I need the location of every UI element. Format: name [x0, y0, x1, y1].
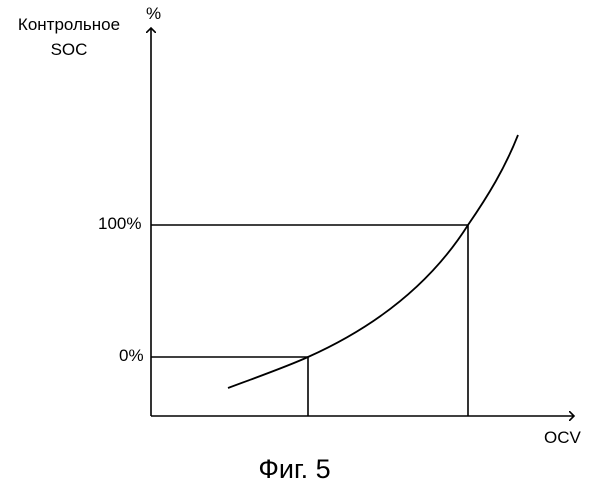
soc-ocv-curve	[228, 135, 518, 388]
y-axis-label: Контрольное SOC	[6, 12, 132, 62]
tick-label-0: 0%	[119, 346, 144, 366]
x-axis-label: OCV	[544, 428, 581, 448]
y-axis-label-line2: SOC	[6, 37, 132, 62]
y-axis-unit: %	[146, 4, 161, 24]
figure-caption: Фиг. 5	[0, 454, 589, 485]
tick-label-100: 100%	[98, 214, 141, 234]
y-axis-label-line1: Контрольное	[6, 12, 132, 37]
